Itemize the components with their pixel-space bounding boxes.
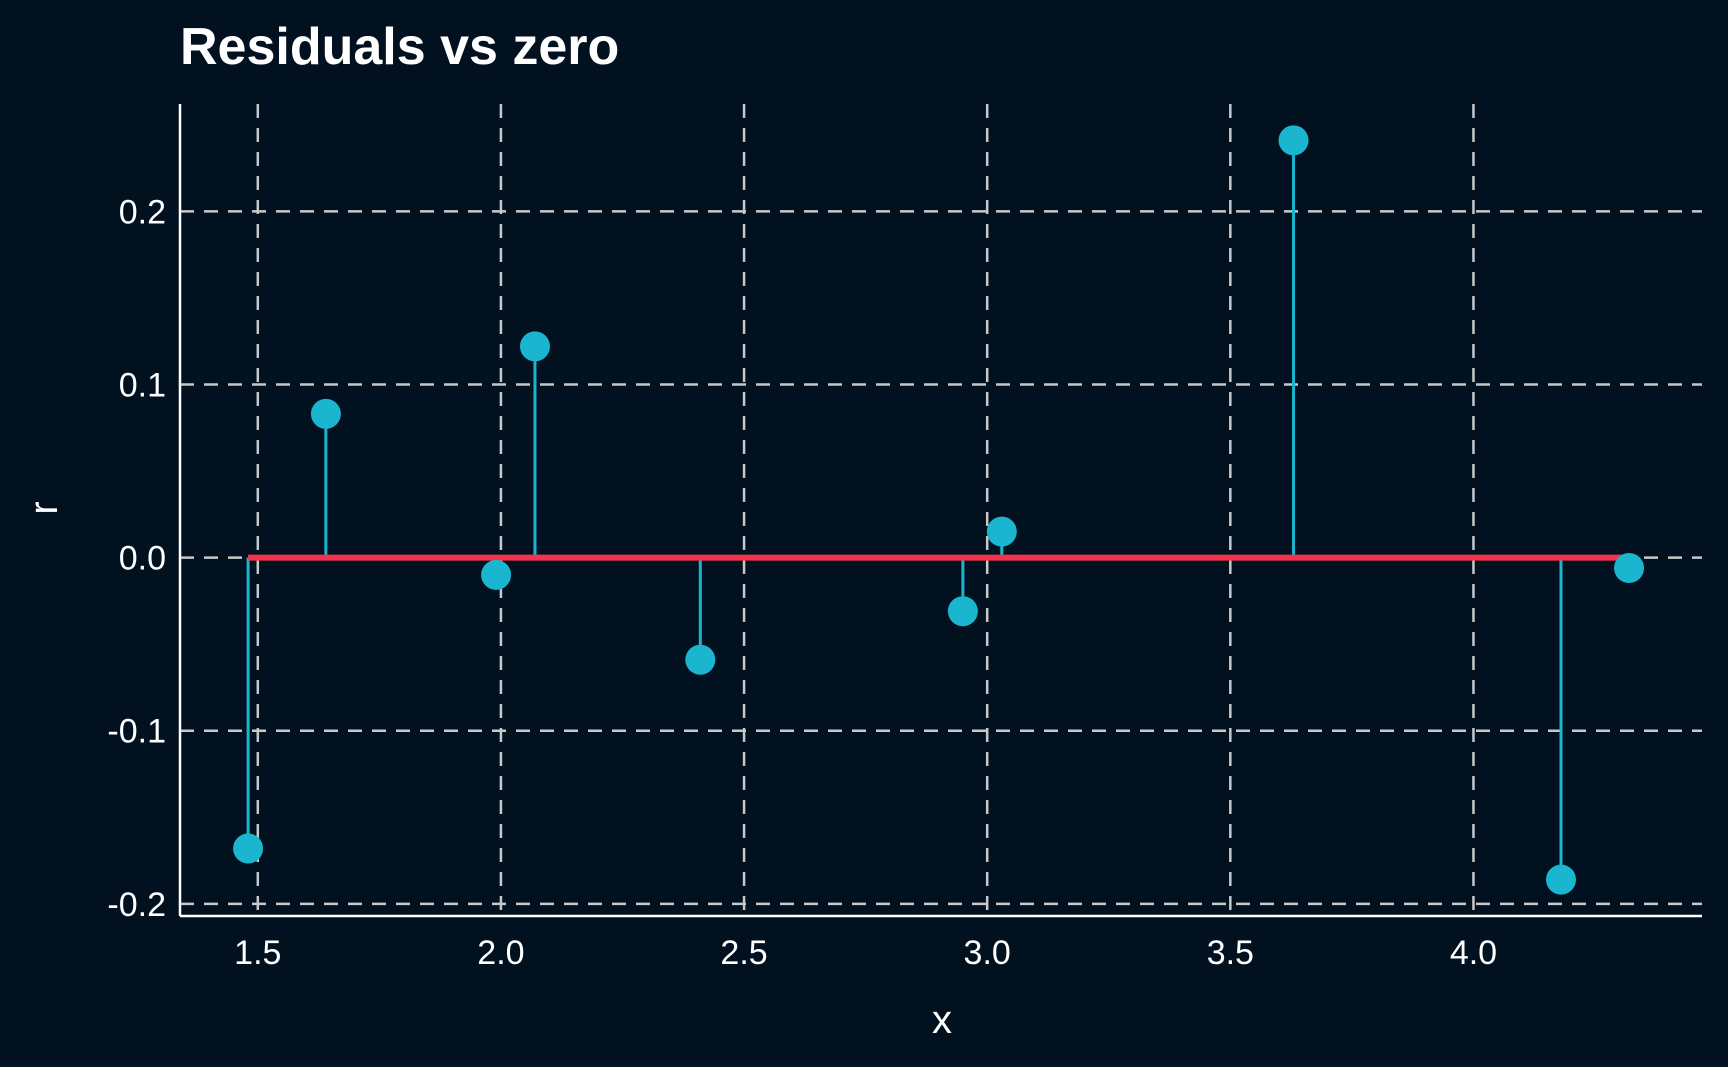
points-layer <box>233 125 1645 895</box>
data-point <box>947 596 978 627</box>
data-point <box>1614 553 1645 583</box>
data-point <box>310 398 341 429</box>
x-tick-label: 4.0 <box>1450 934 1497 972</box>
data-point <box>233 833 264 864</box>
y-tick-label: 0.1 <box>119 366 166 404</box>
x-tick-label: 1.5 <box>234 934 281 972</box>
y-tick-label: -0.2 <box>107 886 166 924</box>
stems-layer <box>246 140 1631 880</box>
data-point <box>986 516 1017 547</box>
y-tick-label: 0.2 <box>119 193 166 231</box>
x-tick-label: 3.5 <box>1207 934 1254 972</box>
x-tick-label: 2.0 <box>477 934 524 972</box>
x-tick-label: 3.0 <box>964 934 1011 972</box>
data-point <box>481 559 512 590</box>
axes-layer <box>178 104 1702 918</box>
data-point <box>1545 864 1576 895</box>
x-axis-title: x <box>932 998 952 1042</box>
y-tick-label: -0.1 <box>107 713 166 751</box>
data-point <box>1278 125 1309 156</box>
x-tick-label: 2.5 <box>720 934 767 972</box>
data-point <box>685 644 716 675</box>
y-axis-title: r <box>22 501 66 514</box>
y-tick-label: 0.0 <box>119 540 166 578</box>
data-point <box>519 331 550 362</box>
chart-title: Residuals vs zero <box>180 18 619 76</box>
tick-labels: -0.2 -0.1 0.0 0.1 0.2 1.5 2.0 2.5 3.0 3.5 4.0 <box>107 193 1497 972</box>
grid-layer <box>180 104 1702 916</box>
